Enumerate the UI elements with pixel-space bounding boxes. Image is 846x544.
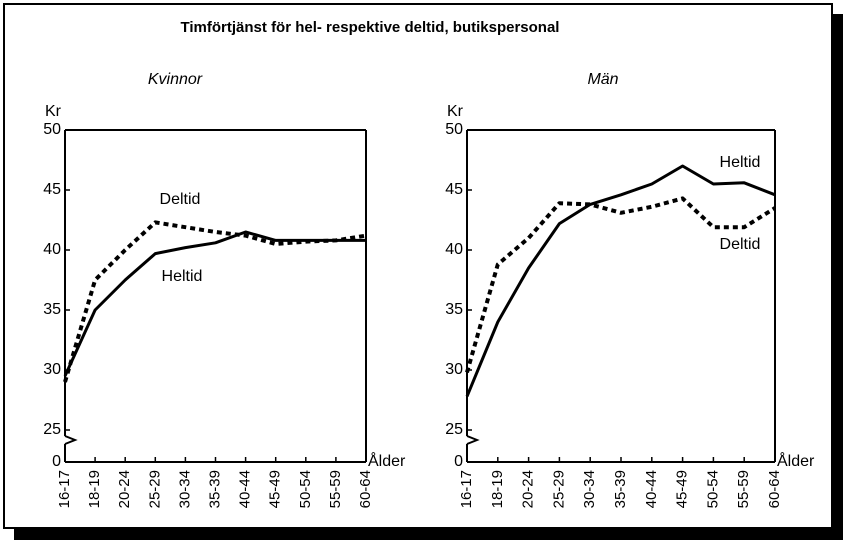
x-tick-label: 40-44 xyxy=(643,470,660,508)
figure-title: Timförtjänst för hel- respektive deltid,… xyxy=(181,19,560,36)
y-tick-label: 45 xyxy=(43,181,61,198)
y-axis-label: Kr xyxy=(45,103,62,120)
y-tick-label: 50 xyxy=(445,121,463,138)
x-tick-label: 35-39 xyxy=(612,470,629,508)
x-tick-label: 16-17 xyxy=(458,470,475,508)
x-tick-label: 40-44 xyxy=(237,470,254,508)
axis-break xyxy=(64,435,78,445)
line-series xyxy=(465,196,777,373)
x-tick-label: 60-64 xyxy=(766,470,783,508)
x-tick-label: 20-24 xyxy=(116,470,133,508)
y-tick-label: 30 xyxy=(43,361,61,378)
panel-title: Män xyxy=(587,71,618,88)
x-tick-label: 18-19 xyxy=(489,470,506,508)
line-series xyxy=(63,220,367,383)
y-tick-label: 45 xyxy=(445,181,463,198)
y-tick-label: 40 xyxy=(445,241,463,258)
x-tick-label: 55-59 xyxy=(735,470,752,508)
x-tick-label: 60-64 xyxy=(357,470,374,508)
y-tick-label: 40 xyxy=(43,241,61,258)
x-tick-label: 20-24 xyxy=(520,470,537,508)
x-tick-label: 30-34 xyxy=(176,470,193,508)
x-axis-label: Ålder xyxy=(777,451,815,470)
x-tick-label: 25-29 xyxy=(146,470,163,508)
y-tick-label: 50 xyxy=(43,121,61,138)
series-label: Deltid xyxy=(160,191,201,208)
x-tick-label: 30-34 xyxy=(581,470,598,508)
y-tick-label: 30 xyxy=(445,361,463,378)
x-tick-label: 50-54 xyxy=(704,470,721,508)
y-tick-label: 35 xyxy=(445,301,463,318)
x-tick-label: 16-17 xyxy=(56,470,73,508)
x-tick-label: 35-39 xyxy=(206,470,223,508)
x-axis-label: Ålder xyxy=(368,451,406,470)
y-tick-label: 0 xyxy=(52,453,61,470)
series-label: Heltid xyxy=(162,268,203,285)
x-tick-label: 18-19 xyxy=(86,470,103,508)
line-series xyxy=(465,164,776,397)
y-tick-label: 25 xyxy=(445,421,463,438)
series-label: Deltid xyxy=(720,236,761,253)
panel-title: Kvinnor xyxy=(148,71,203,88)
y-tick-label: 25 xyxy=(43,421,61,438)
x-tick-label: 45-49 xyxy=(267,470,284,508)
x-tick-label: 45-49 xyxy=(674,470,691,508)
y-axis-label: Kr xyxy=(447,103,464,120)
frame xyxy=(3,3,833,529)
y-tick-label: 0 xyxy=(454,453,463,470)
axis-break xyxy=(466,435,480,445)
series-label: Heltid xyxy=(720,154,761,171)
x-tick-label: 50-54 xyxy=(297,470,314,508)
x-tick-label: 55-59 xyxy=(327,470,344,508)
y-tick-label: 35 xyxy=(43,301,61,318)
x-tick-label: 25-29 xyxy=(550,470,567,508)
